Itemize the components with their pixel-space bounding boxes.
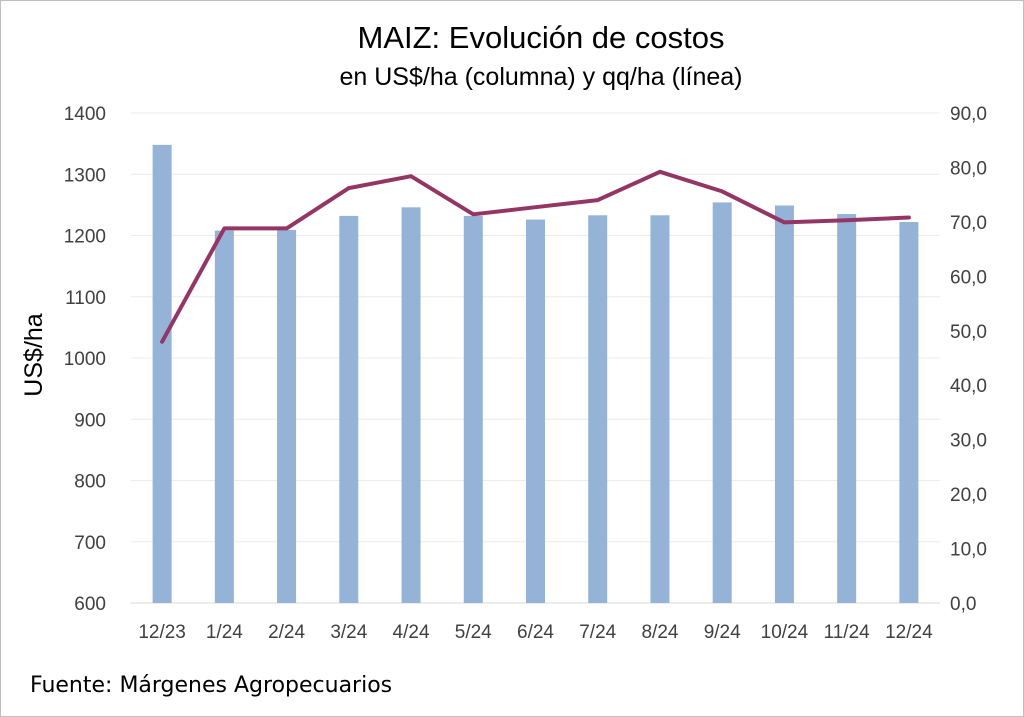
bar (650, 215, 670, 603)
bar (401, 207, 421, 603)
y-tick-label: 800 (74, 472, 106, 493)
x-tick-label: 4/24 (393, 622, 430, 643)
right-axis-ticks: 0,0 10,0 20,0 30,0 40,0 50,0 60,0 70,0 80,0 90,0 (950, 104, 987, 615)
x-tick-label: 12/23 (138, 622, 186, 643)
y-tick-label: 600 (74, 594, 106, 615)
bar (339, 215, 359, 603)
series-line (160, 169, 911, 344)
y2-tick-label: 0,0 (950, 594, 976, 615)
y-tick-label: 900 (74, 410, 106, 431)
y2-tick-label: 20,0 (950, 485, 987, 506)
x-tick-label: 9/24 (704, 622, 741, 643)
bar (899, 222, 919, 603)
x-axis-ticks: 12/23 1/24 2/24 3/24 4/24 5/24 6/24 7/24 8/24 9/2… (138, 622, 933, 643)
x-tick-label: 7/24 (579, 622, 616, 643)
y2-tick-label: 30,0 (950, 431, 987, 452)
bar (774, 205, 794, 604)
bar (837, 214, 857, 603)
y2-tick-label: 10,0 (950, 540, 987, 561)
x-tick-label: 12/24 (885, 622, 933, 643)
bar (463, 215, 483, 603)
bar (712, 202, 732, 604)
y2-tick-label: 40,0 (950, 376, 987, 397)
bar (214, 230, 234, 603)
left-axis-ticks: 600 700 800 900 1000 1100 1200 1300 1400 (64, 104, 106, 615)
y-tick-label: 1300 (64, 165, 106, 186)
y2-tick-label: 50,0 (950, 322, 987, 343)
line-series (160, 169, 911, 344)
bar-series (152, 144, 919, 604)
x-tick-label: 6/24 (517, 622, 554, 643)
y2-tick-label: 90,0 (950, 104, 987, 125)
bar (152, 144, 172, 603)
x-tick-label: 10/24 (761, 622, 809, 643)
bar (526, 219, 545, 603)
y-tick-label: 1200 (64, 227, 106, 248)
x-tick-label: 8/24 (641, 622, 678, 643)
x-tick-label: 11/24 (824, 622, 871, 643)
y-axis-label: US$/ha (20, 313, 48, 396)
y2-tick-label: 60,0 (950, 267, 987, 288)
y-tick-label: 700 (74, 533, 106, 554)
chart-subtitle: en US$/ha (columna) y qq/ha (línea) (339, 63, 743, 91)
y2-tick-label: 80,0 (950, 158, 987, 179)
y-tick-label: 1100 (65, 288, 106, 309)
x-tick-label: 5/24 (455, 622, 492, 643)
bar (588, 215, 608, 603)
x-tick-label: 2/24 (268, 622, 305, 643)
y2-tick-label: 70,0 (950, 213, 987, 234)
y-tick-label: 1000 (64, 349, 106, 370)
y-tick-label: 1400 (64, 104, 106, 125)
x-tick-label: 3/24 (330, 622, 367, 643)
source-note: Fuente: Márgenes Agropecuarios (30, 673, 393, 698)
x-tick-label: 1/24 (206, 622, 243, 643)
bar (277, 229, 297, 604)
chart-title: MAIZ: Evolución de costos (357, 20, 725, 55)
